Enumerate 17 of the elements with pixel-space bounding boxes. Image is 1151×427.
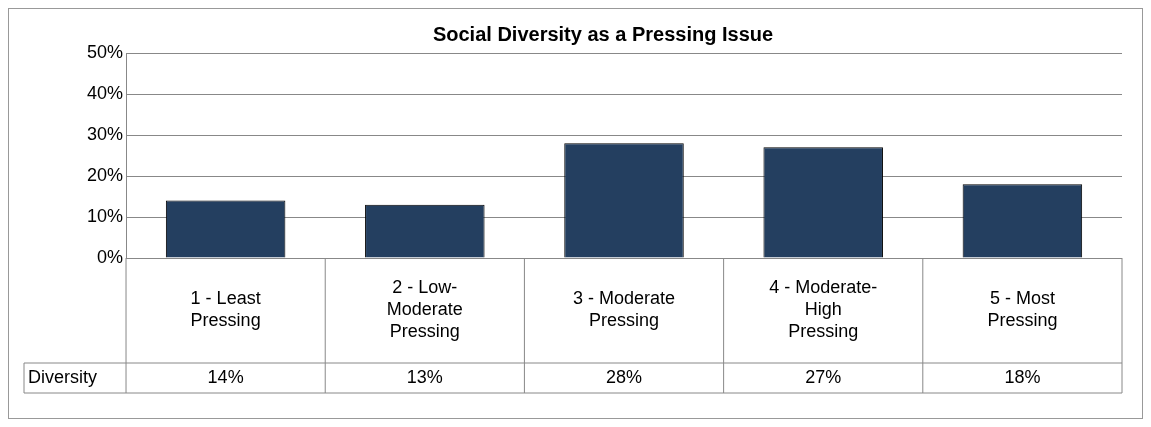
y-tick-label: 20% bbox=[87, 164, 124, 185]
data-label: 18% bbox=[1004, 366, 1041, 387]
x-tick-label: 1 - Least Pressing bbox=[190, 288, 261, 331]
chart-title: Social Diversity as a Pressing Issue bbox=[432, 22, 774, 45]
data-label: 13% bbox=[406, 366, 443, 387]
y-tick-label: 30% bbox=[87, 123, 124, 144]
y-tick-label: 50% bbox=[87, 41, 124, 62]
x-tick-label: 4 - Moderate-High Pressing bbox=[769, 277, 878, 342]
x-tick-label: 3 - Moderate Pressing bbox=[572, 288, 676, 331]
x-tick-label: 5 - Most Pressing bbox=[987, 288, 1058, 331]
y-tick-label: 10% bbox=[87, 205, 124, 226]
data-label: 14% bbox=[207, 366, 244, 387]
data-label: 27% bbox=[805, 366, 842, 387]
y-tick-label: 0% bbox=[97, 246, 124, 267]
y-tick-label: 40% bbox=[87, 82, 124, 103]
x-tick-label: 2 - Low-Moderate Pressing bbox=[386, 277, 463, 342]
data-label: 28% bbox=[606, 366, 643, 387]
